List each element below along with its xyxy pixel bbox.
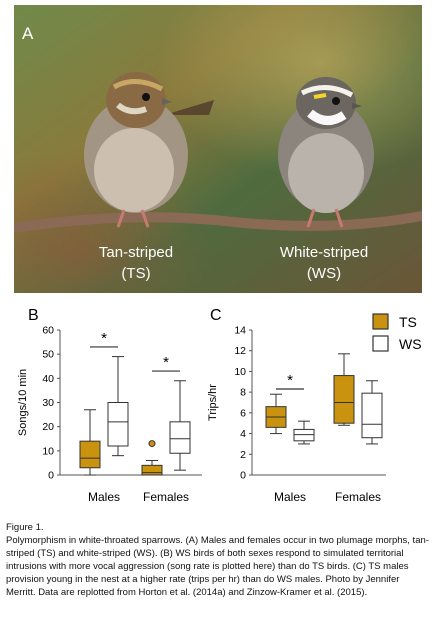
box-ts <box>79 440 101 469</box>
significance-star: * <box>163 354 169 371</box>
y-tick-label: 10 <box>42 445 54 457</box>
box-ts <box>333 375 355 424</box>
y-tick-label: 12 <box>234 345 246 357</box>
white-striped-bird <box>278 77 374 228</box>
y-tick-label: 50 <box>42 349 54 361</box>
figure-caption: Figure 1. Polymorphism in white-throated… <box>6 521 431 599</box>
x-tick-label: Females <box>143 490 189 504</box>
y-tick-label: 60 <box>42 325 54 337</box>
box-ws <box>361 392 383 439</box>
y-tick-label: 0 <box>240 470 246 482</box>
y-tick-label: 4 <box>240 428 246 440</box>
white-striped-abbrev: (WS) <box>307 265 341 282</box>
tan-striped-bird <box>84 72 214 228</box>
white-striped-label: White-striped <box>280 244 368 261</box>
legend-swatch-ts <box>372 313 389 330</box>
x-tick-label: Males <box>88 490 120 504</box>
sparrow-photo: A Tan-striped (TS) White-striped (WS) <box>14 5 422 293</box>
legend-label-ts: TS <box>399 314 417 330</box>
y-tick-label: 14 <box>234 325 246 337</box>
legend-swatch-ws <box>372 335 389 352</box>
y-tick-label: 2 <box>240 449 246 461</box>
y-tick-label: 20 <box>42 421 54 433</box>
box-ws <box>169 421 191 454</box>
x-tick-label: Males <box>274 490 306 504</box>
y-axis-label: Trips/hr <box>207 384 219 421</box>
box-ts <box>141 464 163 476</box>
significance-star: * <box>287 372 293 389</box>
caption-heading: Figure 1. <box>6 522 44 533</box>
box-ws <box>107 402 129 447</box>
chart-c: C 0 2 4 6 8 10 12 14 Trips/hr Males Females * TS WS <box>207 307 422 504</box>
tan-striped-label: Tan-striped <box>99 244 173 261</box>
y-tick-label: 10 <box>234 366 246 378</box>
box-ws <box>293 428 315 442</box>
y-tick-label: 40 <box>42 373 54 385</box>
panel-letter: C <box>210 307 222 324</box>
y-axis-label: Songs/10 min <box>17 369 29 436</box>
significance-star: * <box>101 330 107 347</box>
x-tick-label: Females <box>335 490 381 504</box>
caption-text: Polymorphism in white-throated sparrows.… <box>6 535 429 598</box>
y-tick-label: 8 <box>240 387 246 399</box>
y-tick-label: 0 <box>48 470 54 482</box>
y-tick-label: 6 <box>240 407 246 419</box>
legend-label-ws: WS <box>399 336 422 352</box>
outlier-point <box>148 440 156 448</box>
chart-b: B 0 10 20 30 40 50 60 Songs/10 min Males Females * * <box>17 307 202 504</box>
panel-a-letter: A <box>22 24 34 43</box>
tan-striped-abbrev: (TS) <box>121 265 150 282</box>
y-tick-label: 30 <box>42 397 54 409</box>
panel-letter: B <box>28 307 39 324</box>
